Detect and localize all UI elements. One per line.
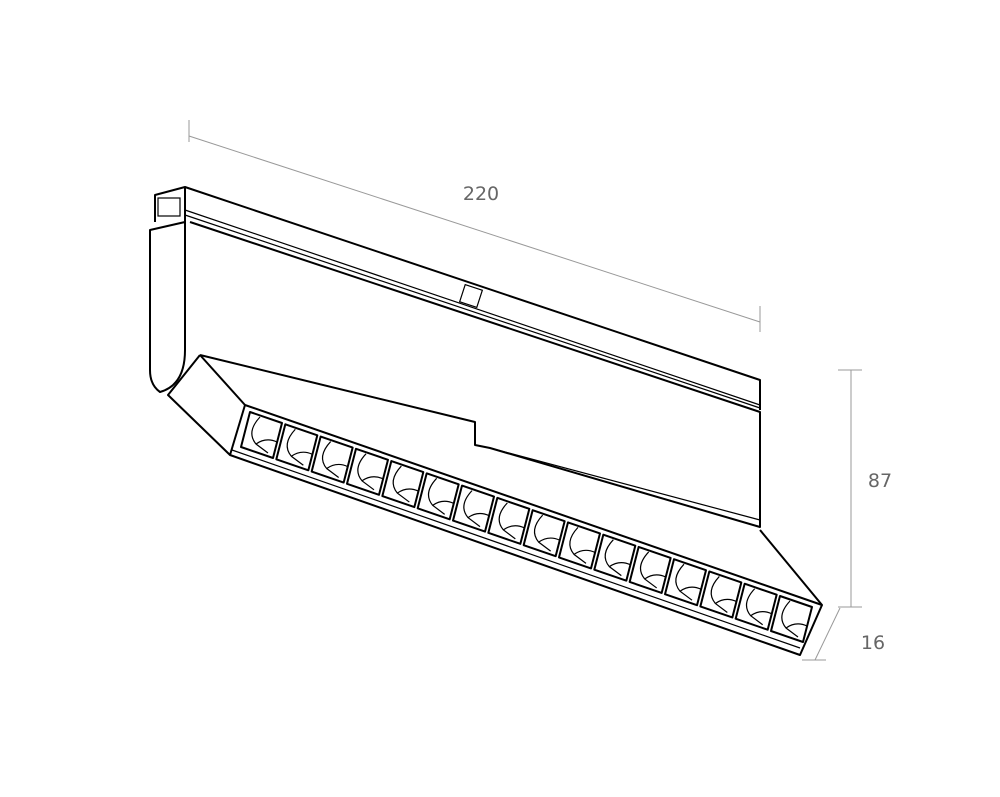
led-cell (770, 595, 813, 643)
led-cell (381, 460, 425, 509)
led-cell (558, 521, 601, 570)
led-cell (240, 411, 283, 459)
led-cell (734, 582, 778, 631)
dimension-length: 220 (188, 120, 761, 332)
length-label: 220 (463, 183, 499, 205)
led-cell (593, 533, 637, 582)
track-adapter (154, 186, 761, 410)
led-cell (664, 558, 707, 607)
led-cell (310, 435, 354, 484)
led-cell (487, 496, 531, 545)
dimension-height: 87 (838, 369, 892, 608)
driver-housing (149, 221, 761, 528)
led-cell (628, 545, 672, 594)
led-cell (522, 509, 566, 558)
dimension-width: 16 (802, 607, 885, 661)
led-cell (416, 472, 460, 521)
led-cell (699, 570, 743, 619)
led-cell (275, 423, 319, 472)
led-cell (346, 447, 389, 496)
height-label: 87 (868, 470, 892, 492)
light-bar (167, 354, 823, 656)
width-label: 16 (861, 632, 885, 654)
led-cell (452, 484, 495, 533)
